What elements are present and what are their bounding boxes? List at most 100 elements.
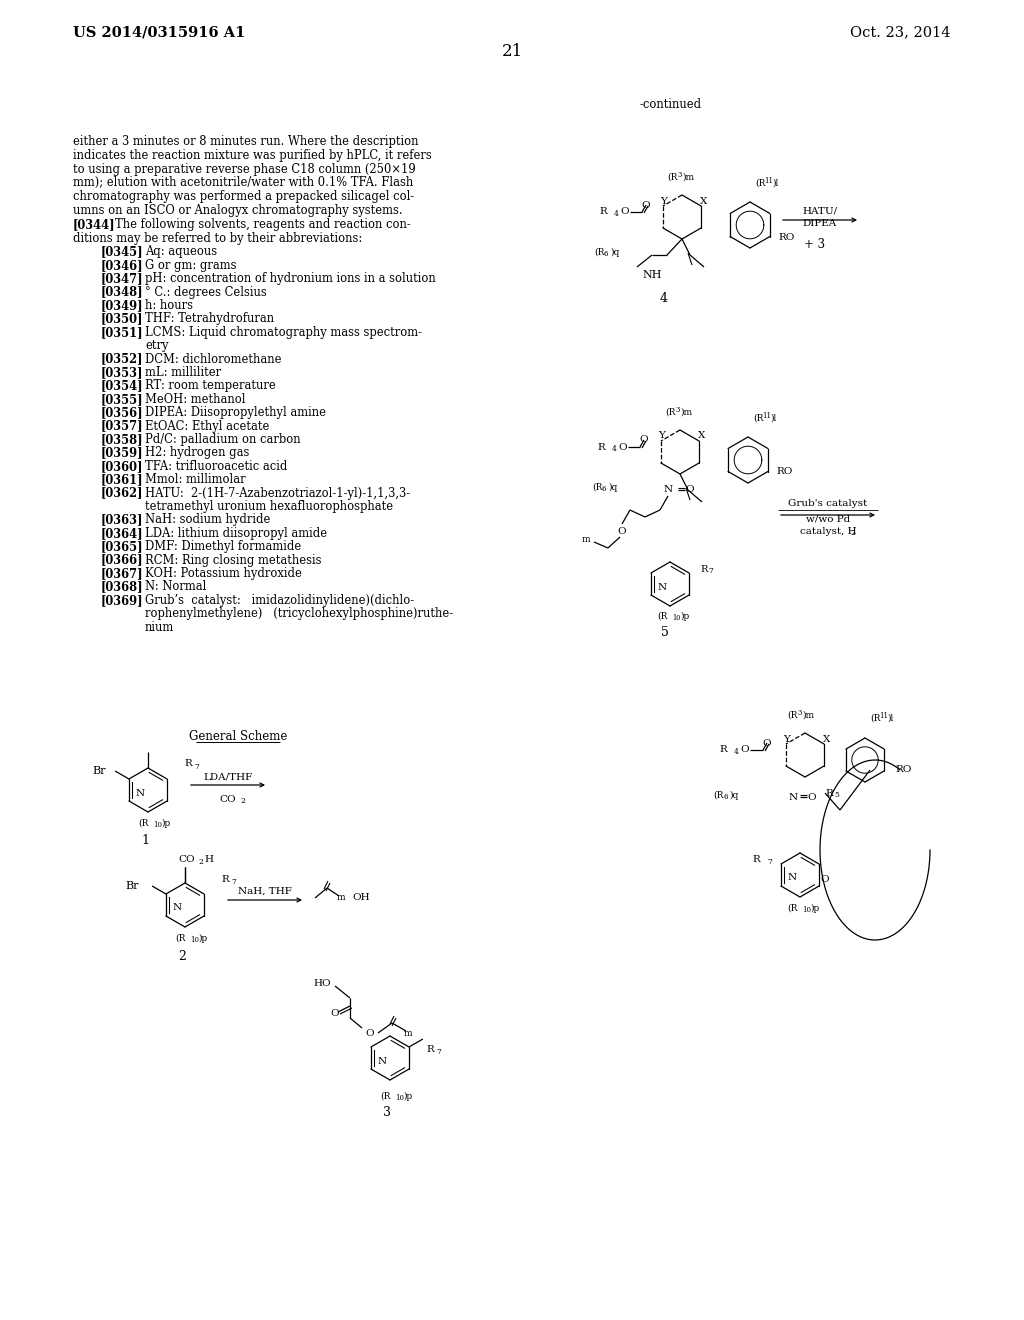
Text: )q: )q [610, 247, 620, 256]
Text: R: R [719, 746, 727, 755]
Text: DMF: Dimethyl formamide: DMF: Dimethyl formamide [145, 540, 301, 553]
Text: 1: 1 [141, 833, 150, 846]
Text: [0358]: [0358] [101, 433, 143, 446]
Text: O: O [617, 528, 627, 536]
Text: )l: )l [887, 714, 893, 722]
Text: G or gm: grams: G or gm: grams [145, 259, 237, 272]
Text: mL: milliliter: mL: milliliter [145, 366, 221, 379]
Text: [0368]: [0368] [101, 581, 143, 594]
Text: m: m [337, 892, 345, 902]
Text: [0366]: [0366] [101, 553, 143, 566]
Text: HATU/: HATU/ [803, 206, 838, 215]
Text: O: O [763, 738, 771, 747]
Text: X: X [700, 197, 708, 206]
Text: DIPEA: Diisopropylethyl amine: DIPEA: Diisopropylethyl amine [145, 407, 326, 420]
Text: (R: (R [175, 933, 185, 942]
Text: R: R [599, 207, 607, 216]
Text: KOH: Potassium hydroxide: KOH: Potassium hydroxide [145, 568, 302, 579]
Text: 4: 4 [734, 748, 739, 756]
Text: 11: 11 [879, 711, 888, 719]
Text: 4: 4 [612, 445, 616, 453]
Text: pH: concentration of hydronium ions in a solution: pH: concentration of hydronium ions in a… [145, 272, 436, 285]
Text: + 3: + 3 [805, 238, 825, 251]
Text: )q: )q [729, 791, 738, 800]
Text: 7: 7 [767, 858, 772, 866]
Text: TFA: trifluoroacetic acid: TFA: trifluoroacetic acid [145, 459, 288, 473]
Text: [0347]: [0347] [101, 272, 143, 285]
Text: H: H [204, 855, 213, 865]
Text: 2: 2 [850, 529, 855, 537]
Text: HATU:  2-(1H-7-Azabenzotriazol-1-yl)-1,1,3,3-: HATU: 2-(1H-7-Azabenzotriazol-1-yl)-1,1,… [145, 487, 411, 499]
Text: (R: (R [786, 903, 798, 912]
Text: NH: NH [642, 271, 662, 280]
Text: [0360]: [0360] [101, 459, 143, 473]
Text: to using a preparative reverse phase C18 column (250×19: to using a preparative reverse phase C18… [73, 162, 416, 176]
Text: LCMS: Liquid chromatography mass spectrom-: LCMS: Liquid chromatography mass spectro… [145, 326, 422, 339]
Text: RO: RO [778, 232, 795, 242]
Text: [0355]: [0355] [101, 393, 143, 405]
Text: [0369]: [0369] [101, 594, 143, 607]
Text: (R: (R [665, 408, 676, 417]
Text: [0364]: [0364] [101, 527, 143, 540]
Text: N: N [788, 792, 798, 801]
Text: ditions may be referred to by their abbreviations:: ditions may be referred to by their abbr… [73, 231, 362, 244]
Text: CO: CO [178, 855, 196, 865]
Text: [0356]: [0356] [101, 407, 143, 420]
Text: [0345]: [0345] [101, 246, 143, 259]
Text: chromatography was performed a prepacked silicagel col-: chromatography was performed a prepacked… [73, 190, 415, 203]
Text: N: N [378, 1056, 387, 1065]
Text: )p: )p [403, 1092, 413, 1101]
Text: O: O [640, 436, 648, 445]
Text: O: O [331, 1008, 339, 1018]
Text: [0367]: [0367] [101, 568, 143, 579]
Text: either a 3 minutes or 8 minutes run. Where the description: either a 3 minutes or 8 minutes run. Whe… [73, 135, 419, 148]
Text: h: hours: h: hours [145, 300, 193, 312]
Text: NaH: sodium hydride: NaH: sodium hydride [145, 513, 270, 527]
Text: N: N [657, 582, 667, 591]
Text: NaH, THF: NaH, THF [238, 887, 292, 896]
Text: Br: Br [92, 766, 105, 776]
Text: )l: )l [770, 413, 776, 422]
Text: -continued: -continued [640, 98, 702, 111]
Text: (R: (R [656, 611, 668, 620]
Text: MeOH: methanol: MeOH: methanol [145, 393, 246, 405]
Text: 21: 21 [502, 44, 522, 59]
Text: 10: 10 [395, 1094, 404, 1102]
Text: N: N [787, 874, 797, 883]
Text: Grub's catalyst: Grub's catalyst [788, 499, 867, 508]
Text: [0346]: [0346] [101, 259, 143, 272]
Text: 2: 2 [240, 797, 245, 805]
Text: 5: 5 [662, 626, 669, 639]
Text: (R: (R [138, 818, 148, 828]
Text: The following solvents, reagents and reaction con-: The following solvents, reagents and rea… [115, 218, 411, 231]
Text: General Scheme: General Scheme [188, 730, 287, 743]
Text: (R: (R [755, 178, 765, 187]
Text: Y: Y [783, 734, 791, 743]
Text: O: O [820, 875, 829, 884]
Text: [0344]: [0344] [73, 218, 116, 231]
Text: RCM: Ring closing metathesis: RCM: Ring closing metathesis [145, 553, 322, 566]
Text: O: O [685, 486, 693, 495]
Text: EtOAC: Ethyl acetate: EtOAC: Ethyl acetate [145, 420, 269, 433]
Text: 6: 6 [723, 793, 727, 801]
Text: H2: hydrogen gas: H2: hydrogen gas [145, 446, 250, 459]
Text: [0363]: [0363] [101, 513, 143, 527]
Text: THF: Tetrahydrofuran: THF: Tetrahydrofuran [145, 313, 274, 326]
Text: (R: (R [870, 714, 881, 722]
Text: US 2014/0315916 A1: US 2014/0315916 A1 [73, 25, 246, 40]
Text: [0352]: [0352] [101, 352, 143, 366]
Text: (R: (R [787, 710, 798, 719]
Text: 10: 10 [672, 614, 680, 622]
Text: R: R [184, 759, 191, 768]
Text: )p: )p [680, 611, 689, 620]
Text: O: O [740, 746, 749, 755]
Text: 3: 3 [797, 709, 802, 717]
Text: [0351]: [0351] [101, 326, 143, 339]
Text: 2: 2 [178, 950, 186, 964]
Text: (R: (R [753, 413, 763, 422]
Text: m: m [403, 1028, 413, 1038]
Text: 3: 3 [677, 172, 681, 180]
Text: 7: 7 [708, 568, 713, 576]
Text: R: R [753, 855, 760, 865]
Text: catalyst, H: catalyst, H [800, 527, 856, 536]
